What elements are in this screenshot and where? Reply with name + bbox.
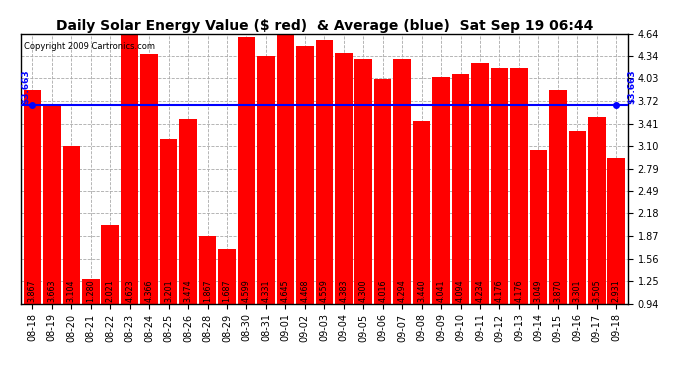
Text: 4.094: 4.094 — [456, 279, 465, 302]
Bar — [199, 236, 216, 304]
Bar — [296, 46, 313, 304]
Text: 3.663: 3.663 — [48, 279, 57, 302]
Text: 4.559: 4.559 — [319, 279, 329, 302]
Bar — [179, 119, 197, 304]
Bar — [277, 33, 294, 304]
Bar — [433, 78, 450, 304]
Text: 4.041: 4.041 — [437, 279, 446, 302]
Text: 3.440: 3.440 — [417, 279, 426, 302]
Bar — [101, 225, 119, 304]
Text: 3.104: 3.104 — [67, 279, 76, 302]
Bar — [218, 249, 236, 304]
Text: 3.049: 3.049 — [534, 279, 543, 302]
Bar — [43, 105, 61, 304]
Bar — [355, 58, 372, 304]
Text: 4.623: 4.623 — [125, 279, 134, 302]
Bar — [530, 150, 547, 304]
Bar — [607, 159, 625, 304]
Text: Copyright 2009 Cartronics.com: Copyright 2009 Cartronics.com — [23, 42, 155, 51]
Bar — [393, 59, 411, 304]
Bar — [23, 90, 41, 304]
Text: 3.505: 3.505 — [592, 279, 601, 302]
Bar — [413, 122, 431, 304]
Text: 3.867: 3.867 — [28, 279, 37, 302]
Text: 2.931: 2.931 — [612, 279, 621, 302]
Title: Daily Solar Energy Value ($ red)  & Average (blue)  Sat Sep 19 06:44: Daily Solar Energy Value ($ red) & Avera… — [56, 19, 593, 33]
Text: 4.016: 4.016 — [378, 279, 387, 302]
Bar — [569, 132, 586, 304]
Text: 4.468: 4.468 — [300, 279, 309, 302]
Bar — [121, 35, 139, 304]
Text: $3.663: $3.663 — [21, 69, 30, 104]
Text: 4.176: 4.176 — [495, 279, 504, 302]
Bar — [549, 90, 566, 304]
Bar — [452, 74, 469, 304]
Bar — [315, 40, 333, 304]
Bar — [140, 54, 158, 304]
Bar — [491, 68, 509, 304]
Text: 4.366: 4.366 — [145, 279, 154, 302]
Text: 4.331: 4.331 — [262, 279, 270, 302]
Text: 3.301: 3.301 — [573, 279, 582, 302]
Text: 4.300: 4.300 — [359, 279, 368, 302]
Text: 3.474: 3.474 — [184, 279, 193, 302]
Bar — [63, 146, 80, 304]
Text: 1.867: 1.867 — [203, 279, 212, 302]
Text: 4.645: 4.645 — [281, 279, 290, 302]
Bar — [237, 37, 255, 304]
Bar — [335, 53, 353, 304]
Text: 2.021: 2.021 — [106, 279, 115, 302]
Text: 4.234: 4.234 — [475, 279, 484, 302]
Bar — [374, 79, 391, 304]
Text: 3.870: 3.870 — [553, 279, 562, 302]
Bar — [510, 68, 528, 304]
Bar — [82, 279, 99, 304]
Text: 4.383: 4.383 — [339, 279, 348, 302]
Text: $3.663: $3.663 — [627, 69, 636, 104]
Bar — [160, 139, 177, 304]
Bar — [588, 117, 606, 304]
Bar — [471, 63, 489, 304]
Text: 4.599: 4.599 — [242, 279, 251, 302]
Text: 3.201: 3.201 — [164, 279, 173, 302]
Text: 1.687: 1.687 — [222, 279, 231, 302]
Bar — [257, 56, 275, 304]
Text: 4.294: 4.294 — [397, 279, 406, 302]
Text: 4.176: 4.176 — [515, 279, 524, 302]
Text: 1.280: 1.280 — [86, 279, 95, 302]
